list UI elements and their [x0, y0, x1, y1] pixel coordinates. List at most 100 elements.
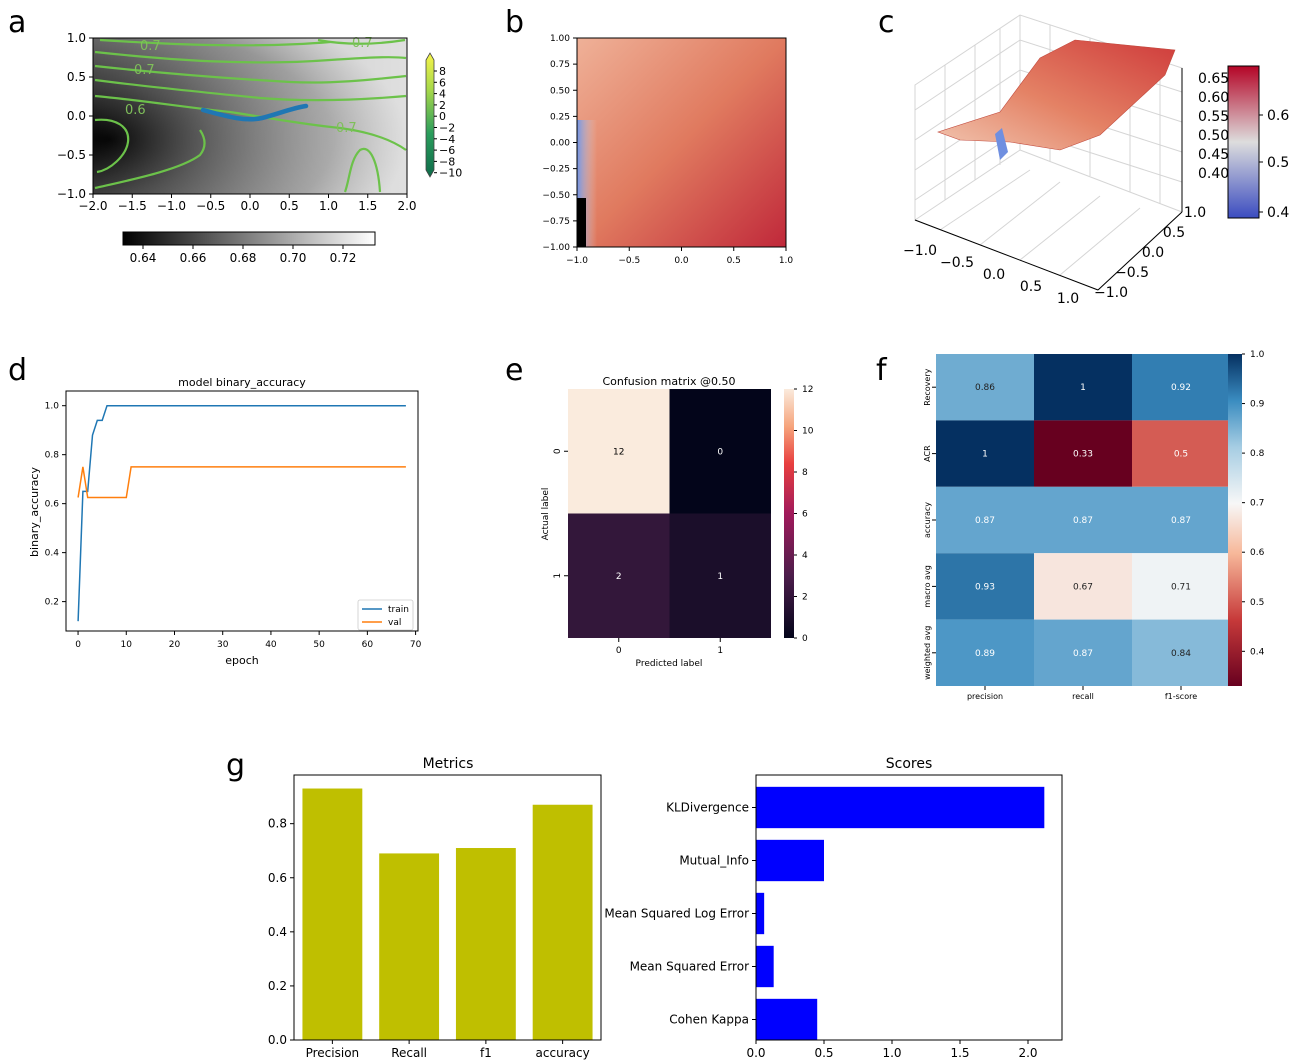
panel-c-z-tick-label: 0.45 [1198, 147, 1229, 163]
panel-b-x-tick-label: 0.0 [674, 256, 689, 266]
panel-a: 0.7 0.7 0.7 0.6 0.7 −2.0 −1.5 −1.0 −0.5 0.0 0… [57, 31, 462, 265]
panel-a-hcolorbar-tick-label: 0.68 [230, 251, 257, 265]
panel-f-y-tick-label: weighted avg [923, 626, 932, 680]
report-cell [1034, 553, 1132, 620]
panel-g-right-y-tick-label: Cohen Kappa [669, 1013, 749, 1027]
panel-g-right-title: Scores [886, 756, 933, 772]
report-cell-value: 0.93 [975, 582, 995, 592]
panel-a-y-tick-label: 1.0 [67, 31, 86, 45]
panel-e-ylabel: Actual label [541, 488, 551, 541]
panel-a-x-tick-label: 0.5 [280, 199, 299, 213]
panel-c-surface-dip [995, 128, 1008, 160]
panel-f-colorbar-tick-label: 0.8 [1250, 449, 1265, 459]
panel-d-frame [65, 390, 419, 632]
confusion-cell [669, 513, 771, 638]
report-cell [936, 420, 1034, 487]
panel-g-left-x-tick-label: Precision [306, 1046, 360, 1060]
metrics-bar-accuracy [532, 804, 593, 1040]
report-cell [1132, 619, 1230, 686]
panel-c-z-ticks: 0.65 0.60 0.55 0.50 0.45 0.40 [1198, 71, 1229, 182]
panel-c-z-tick-label: 0.55 [1198, 109, 1229, 125]
panel-a-colorbar-horizontal [122, 231, 376, 246]
panel-d-x-tick-label: 30 [217, 640, 229, 650]
panel-d-xlabel: epoch [225, 654, 259, 667]
panel-e-cells: 12 0 2 1 [568, 389, 771, 638]
panel-b-dark-edge [577, 198, 586, 247]
confusion-cell [669, 389, 771, 514]
panel-b: −1.0 −0.5 0.0 0.5 1.0 1.00 0.75 0.50 0.25 0.00 −0… [542, 34, 793, 266]
panel-g-right: Scores KLDivergence Mutual_Info Mean Squar… [604, 756, 1063, 1060]
panel-letter-g: g [226, 748, 245, 783]
panel-c-colorbar [1227, 65, 1260, 219]
panel-a-hcolorbar-tick-label: 0.64 [130, 251, 157, 265]
panel-c-colorbar-tick-label: 0.5 [1267, 155, 1289, 171]
report-cell-value: 0.67 [1073, 582, 1093, 592]
report-cell [1132, 420, 1230, 487]
confusion-cell-value: 0 [717, 447, 723, 457]
panel-b-y-tick-label: −0.50 [542, 191, 570, 201]
panel-b-y-ticks: 1.00 0.75 0.50 0.25 0.00 −0.25 −0.50 −0.75 −1.00 [542, 34, 577, 253]
report-cell [1132, 553, 1230, 620]
panel-e-y-tick-label: 0 [553, 448, 563, 454]
panel-a-x-ticks: −2.0 −1.5 −1.0 −0.5 0.0 0.5 1.0 1.5 2.0 [78, 194, 417, 213]
confusion-cell-value: 2 [616, 572, 622, 582]
panel-e-y-tick-label: 1 [553, 573, 563, 579]
metrics-bar-precision [302, 788, 363, 1040]
panel-b-y-tick-label: 0.75 [550, 60, 570, 70]
panel-a-contour-label: 0.7 [134, 63, 155, 78]
panel-b-y-tick-label: 0.00 [550, 139, 570, 149]
scores-bar [756, 945, 774, 988]
panel-f-y-tick-label: macro avg [923, 565, 932, 607]
panel-g-right-y-tick-label: Mutual_Info [679, 854, 749, 868]
report-cell-value: 0.89 [975, 649, 995, 659]
panel-d-x-ticks: 0 10 20 30 40 50 60 70 [75, 631, 422, 650]
panel-c-y-tick-label: −0.5 [1115, 265, 1149, 281]
panel-e-xlabel: Predicted label [636, 659, 703, 669]
confusion-cell-value: 12 [613, 447, 624, 457]
panel-a-contour-label: 0.7 [352, 36, 373, 51]
panel-d-x-tick-label: 10 [121, 640, 133, 650]
report-cell-value: 1 [1080, 383, 1086, 393]
panel-d-series-line-train [77, 404, 406, 622]
report-cell-value: 0.87 [1171, 516, 1191, 526]
panel-f-cells: 0.86 1 0.92 1 0.33 0.5 0.87 0.87 0.87 0.93 0.67 0.7… [936, 354, 1230, 686]
panel-a-y-tick-label: −0.5 [57, 148, 86, 162]
panel-f-colorbar-tick-label: 0.5 [1250, 598, 1264, 608]
panel-e-colorbar-tick-label: 2 [802, 593, 808, 603]
panel-a-x-tick-label: 0.0 [240, 199, 259, 213]
panel-b-heatmap [577, 38, 786, 247]
contour-line [94, 129, 206, 190]
contour-line [94, 94, 407, 151]
panel-g-right-y-tick-label: KLDivergence [666, 801, 749, 815]
panel-a-vcolorbar-tick-label: −2 [439, 122, 455, 135]
confusion-cell [568, 513, 670, 638]
panel-a-x-tick-label: 2.0 [397, 199, 416, 213]
panel-c: −1.0−0.50.00.51.0 1.00.50.0−0.5−1.0 0.65… [903, 14, 1289, 307]
panel-b-y-tick-label: −0.75 [542, 217, 570, 227]
panel-a-vcolorbar-tick-label: −6 [439, 144, 455, 157]
panel-c-y-tick-label: 0.0 [1142, 245, 1164, 261]
panel-b-y-tick-label: 0.25 [550, 112, 570, 122]
panel-c-colorbar-ticks: 0.6 0.5 0.4 [1259, 108, 1289, 221]
panel-e-ticks: 0 1 0 1 [553, 448, 723, 656]
panel-letter-c: c [878, 5, 895, 40]
panel-d-y-tick-label: 1.0 [45, 402, 60, 412]
panel-f-colorbar-tick-label: 0.4 [1250, 647, 1265, 657]
panel-f-colorbar-tick-label: 0.7 [1250, 499, 1264, 509]
panel-letter-a: a [8, 5, 26, 40]
panel-d-y-ticks: 0.2 0.4 0.6 0.8 1.0 [45, 402, 66, 608]
contour-line [94, 118, 130, 174]
panel-e-colorbar-tick-label: 8 [802, 468, 808, 478]
panel-e-colorbar-tick-label: 10 [802, 427, 814, 437]
metrics-bar-f1 [455, 848, 516, 1040]
report-cell [936, 619, 1034, 686]
panel-g-right-x-tick-label: 1.0 [882, 1046, 901, 1060]
panel-g-right-x-tick-label: 1.5 [950, 1046, 969, 1060]
panel-b-y-tick-label: 1.00 [550, 34, 570, 44]
legend-label-val: val [388, 618, 401, 628]
panel-g-left-ticks: Precision Recall f1 accuracy 0.0 0.2 0.4 0.6 0.8 [268, 817, 590, 1060]
scores-bar [756, 786, 1045, 829]
panel-f-colorbar-tick-label: 1.0 [1250, 350, 1265, 360]
